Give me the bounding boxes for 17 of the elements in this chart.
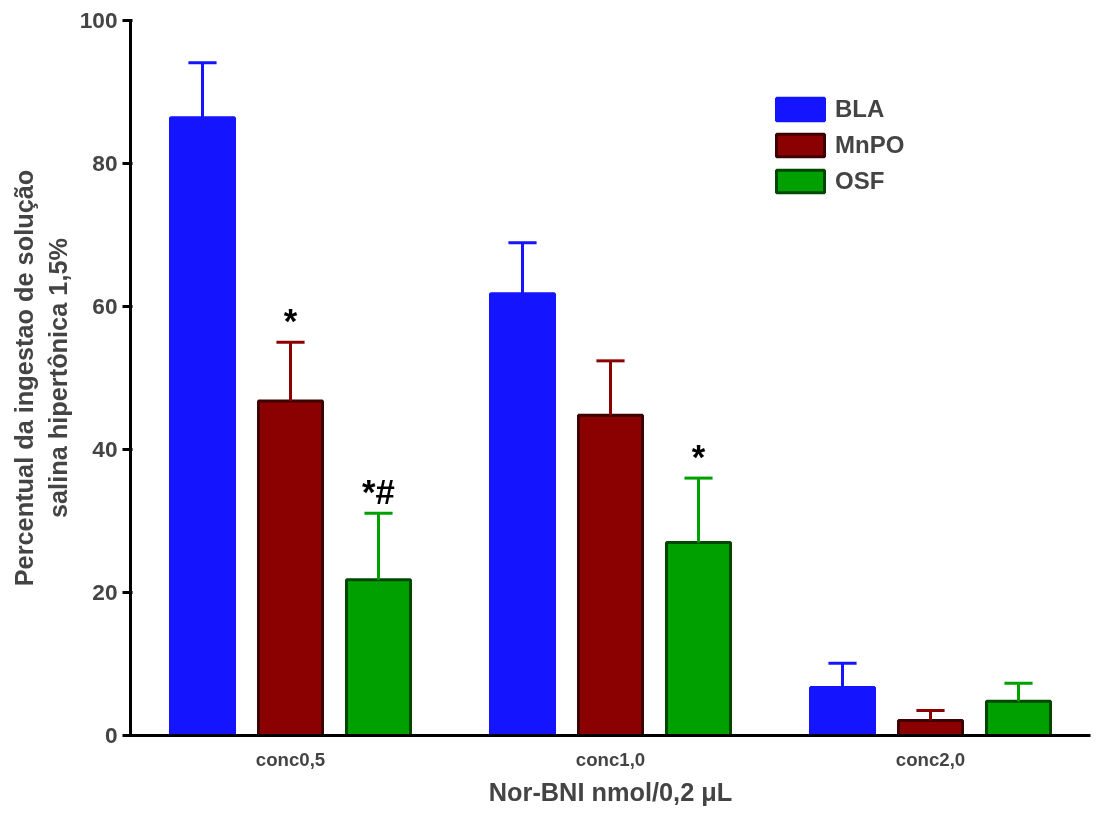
legend-label: MnPO (835, 131, 905, 159)
annotation: * (691, 438, 706, 477)
y-tick-label: 40 (92, 436, 118, 462)
y-tick-label: 80 (92, 150, 118, 176)
y-tick-label: 0 (104, 722, 118, 748)
legend-label: BLA (835, 95, 885, 123)
y-tick-label: 20 (92, 579, 118, 605)
y-tick-label: 100 (79, 7, 118, 33)
x-tick-label: conc2,0 (895, 748, 966, 770)
x-axis-title: Nor-BNI nmol/0,2 μL (488, 777, 733, 806)
y-axis-title: Percentual da ingestao de solução salina hipertônica 1,5% (10, 169, 72, 587)
y-tick-label: 60 (92, 293, 118, 319)
annotation: *# (362, 473, 395, 512)
x-tick-label: conc0,5 (255, 748, 326, 770)
x-tick-label: conc1,0 (575, 748, 646, 770)
legend-label: OSF (835, 167, 885, 195)
annotation: * (283, 302, 298, 341)
